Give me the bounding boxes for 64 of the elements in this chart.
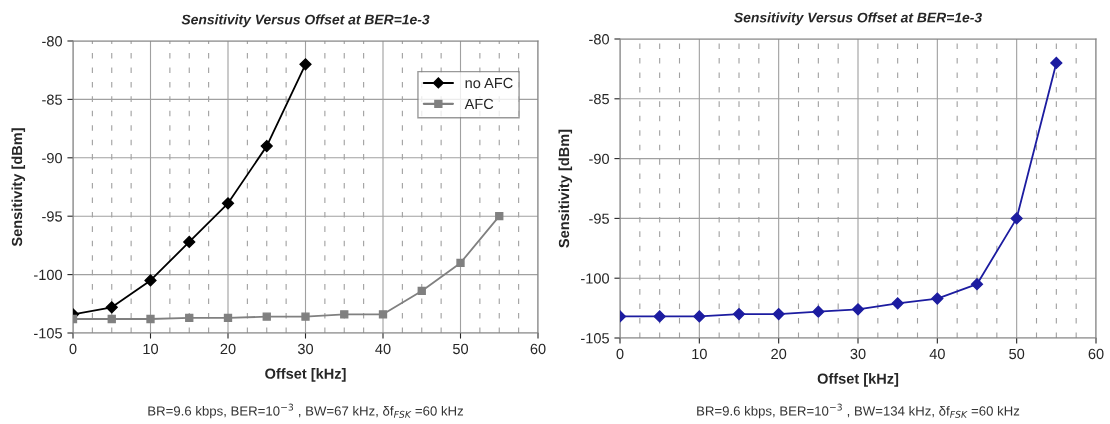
- point: [456, 258, 465, 268]
- y-tick-label: -80: [589, 34, 610, 45]
- y-tick-label: -95: [589, 213, 609, 224]
- point: [183, 235, 196, 248]
- y-tick-label: -105: [34, 328, 62, 339]
- y-tick-label: -100: [581, 273, 610, 284]
- x-tick-label: 40: [929, 348, 945, 360]
- x-tick-label: 30: [850, 348, 866, 360]
- chart-title: Sensitivity Versus Offset at BER=1e-3: [181, 14, 430, 28]
- x-tick-label: 0: [69, 343, 77, 355]
- point: [732, 307, 746, 321]
- x-tick-label: 20: [220, 343, 236, 355]
- y-tick-label: -90: [42, 152, 63, 164]
- chart-title: Sensitivity Versus Offset at BER=1e-3: [734, 12, 982, 26]
- point: [851, 303, 865, 316]
- point: [653, 310, 666, 323]
- point: [301, 312, 310, 321]
- y-axis-title: Sensitivity [dBm]: [558, 129, 573, 248]
- y-tick-label: -90: [589, 153, 610, 165]
- point: [262, 312, 271, 321]
- y-tick-label: -105: [581, 333, 609, 344]
- x-tick-label: 20: [771, 348, 787, 360]
- y-tick-label: -80: [42, 36, 63, 47]
- point: [931, 292, 944, 305]
- point: [146, 314, 155, 324]
- x-axis-title: Offset [kHz]: [265, 368, 346, 382]
- point: [378, 310, 388, 319]
- x-tick-label: 10: [143, 343, 159, 355]
- x-tick-label: 50: [1009, 348, 1025, 360]
- y-tick-label: -100: [34, 269, 63, 281]
- x-tick-label: 40: [375, 343, 391, 355]
- point: [772, 307, 785, 321]
- y-axis-title: Sensitivity [dBm]: [11, 128, 26, 247]
- y-tick-label: -85: [42, 94, 62, 105]
- point: [260, 140, 273, 153]
- point: [185, 313, 194, 322]
- x-tick-label: 60: [530, 343, 546, 355]
- point: [340, 310, 349, 319]
- y-tick-label: -85: [589, 93, 609, 105]
- x-tick-label: 30: [297, 343, 314, 355]
- point: [223, 313, 233, 322]
- x-tick-label: 10: [692, 348, 707, 360]
- point: [495, 212, 504, 221]
- legend-label: AFC: [464, 98, 494, 110]
- legend-label: no AFC: [465, 77, 513, 89]
- point: [221, 197, 235, 210]
- point: [417, 286, 426, 296]
- text: BR=9.6 kbps, BER=10$^{−3}$ , BW=67 kHz, δf$_{FSK}$ =60 kHz: [148, 403, 464, 419]
- x-axis-title: Offset [kHz]: [817, 373, 899, 387]
- point: [299, 58, 312, 71]
- point: [107, 314, 116, 324]
- point: [693, 310, 706, 323]
- point: [1050, 56, 1063, 70]
- point: [891, 297, 904, 310]
- x-tick-label: 0: [616, 348, 624, 360]
- x-tick-label: 60: [1088, 348, 1104, 360]
- point: [1010, 212, 1023, 225]
- text: BR=9.6 kbps, BER=10$^{−3}$ , BW=134 kHz, δf$_{FSK}$ =60 kHz: [697, 403, 1020, 419]
- y-tick-label: -95: [42, 211, 62, 222]
- x-tick-label: 50: [452, 343, 469, 355]
- point: [105, 301, 118, 314]
- point: [144, 274, 157, 287]
- point: [970, 278, 984, 291]
- point: [812, 305, 825, 318]
